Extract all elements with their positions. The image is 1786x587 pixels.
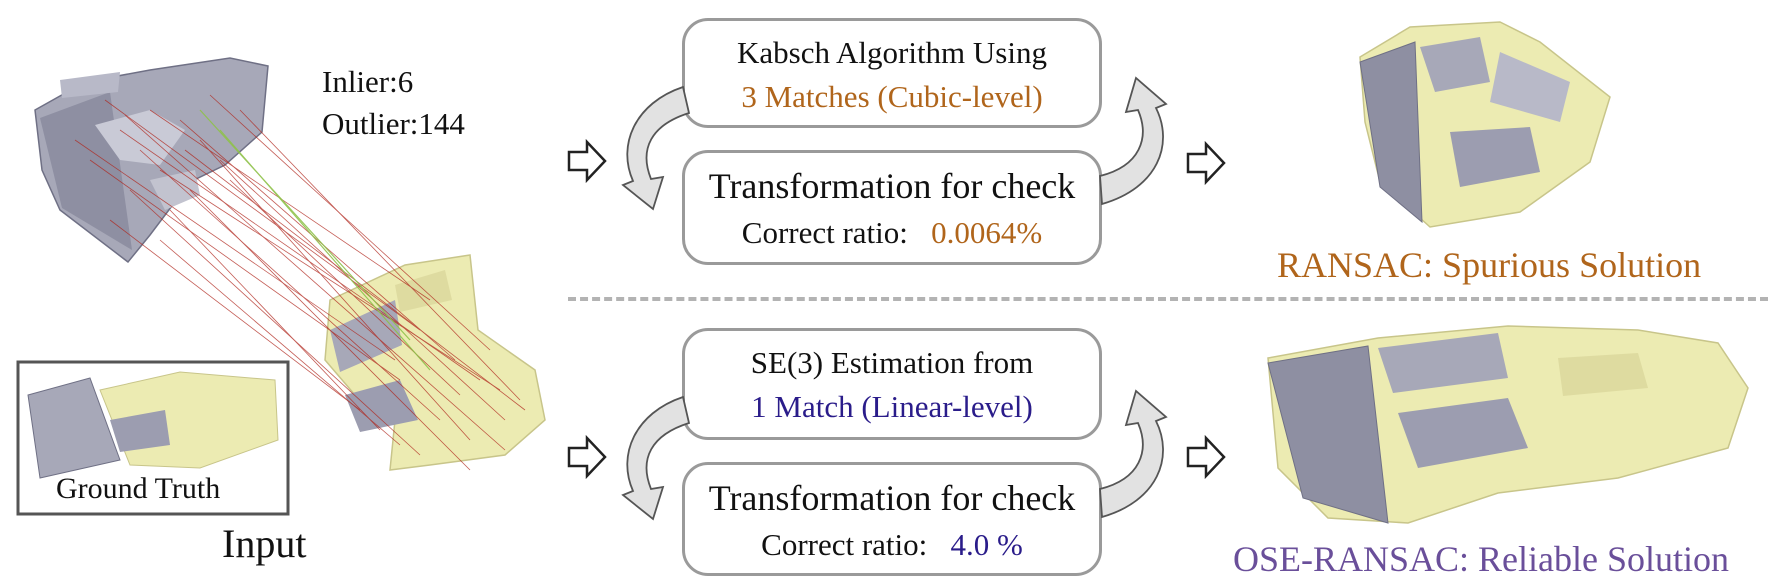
ground-truth-label: Ground Truth xyxy=(56,472,221,505)
section-divider xyxy=(568,297,1768,301)
ransac-ratio-value: 0.0064% xyxy=(931,215,1043,250)
outlier-count: Outlier:144 xyxy=(322,106,465,141)
ose-result-mesh xyxy=(1267,325,1749,524)
ose-result-title: OSE-RANSAC: Reliable Solution xyxy=(1233,539,1730,579)
ground-truth-mesh xyxy=(27,371,279,479)
right-arrow-outline-icon xyxy=(567,434,607,480)
curved-loop-arrow-icon xyxy=(1099,389,1168,519)
curved-loop-arrow-icon xyxy=(621,395,691,521)
ransac-ratio-label: Correct ratio: xyxy=(741,215,908,250)
correspondence-lines xyxy=(74,94,526,471)
ose-ratio-value: 4.0 % xyxy=(950,527,1023,562)
ose-sample-line2: 1 Match (Linear-level) xyxy=(751,389,1033,424)
right-arrow-outline-icon xyxy=(1186,140,1226,186)
ransac-check-line1: Transformation for check xyxy=(708,166,1076,206)
right-arrow-outline-icon xyxy=(1186,434,1226,480)
ransac-sample-line1: Kabsch Algorithm Using xyxy=(737,35,1047,70)
ransac-sample-line2: 3 Matches (Cubic-level) xyxy=(741,79,1043,114)
ose-sample-line1: SE(3) Estimation from xyxy=(750,345,1034,380)
curved-loop-arrow-icon xyxy=(1099,76,1168,206)
inlier-lines xyxy=(199,109,431,371)
ose-check-box: Transformation for check Correct ratio: … xyxy=(682,462,1102,576)
input-point-cloud-illustration xyxy=(16,57,546,516)
input-caption: Input xyxy=(222,521,307,566)
right-arrow-outline-icon xyxy=(567,138,607,184)
ransac-check-ratio: Correct ratio: 0.0064% xyxy=(685,215,1099,251)
ransac-result-title: RANSAC: Spurious Solution xyxy=(1277,245,1702,285)
ose-sample-box: SE(3) Estimation from 1 Match (Linear-le… xyxy=(682,328,1102,440)
ransac-result-mesh xyxy=(1359,21,1611,228)
ose-check-line1: Transformation for check xyxy=(708,478,1076,518)
inlier-count: Inlier:6 xyxy=(322,64,414,99)
ransac-check-box: Transformation for check Correct ratio: … xyxy=(682,150,1102,265)
ransac-sample-box: Kabsch Algorithm Using 3 Matches (Cubic-… xyxy=(682,18,1102,128)
ose-ratio-label: Correct ratio: xyxy=(761,527,928,562)
ose-check-ratio: Correct ratio: 4.0 % xyxy=(685,527,1099,563)
curved-loop-arrow-icon xyxy=(621,85,691,211)
